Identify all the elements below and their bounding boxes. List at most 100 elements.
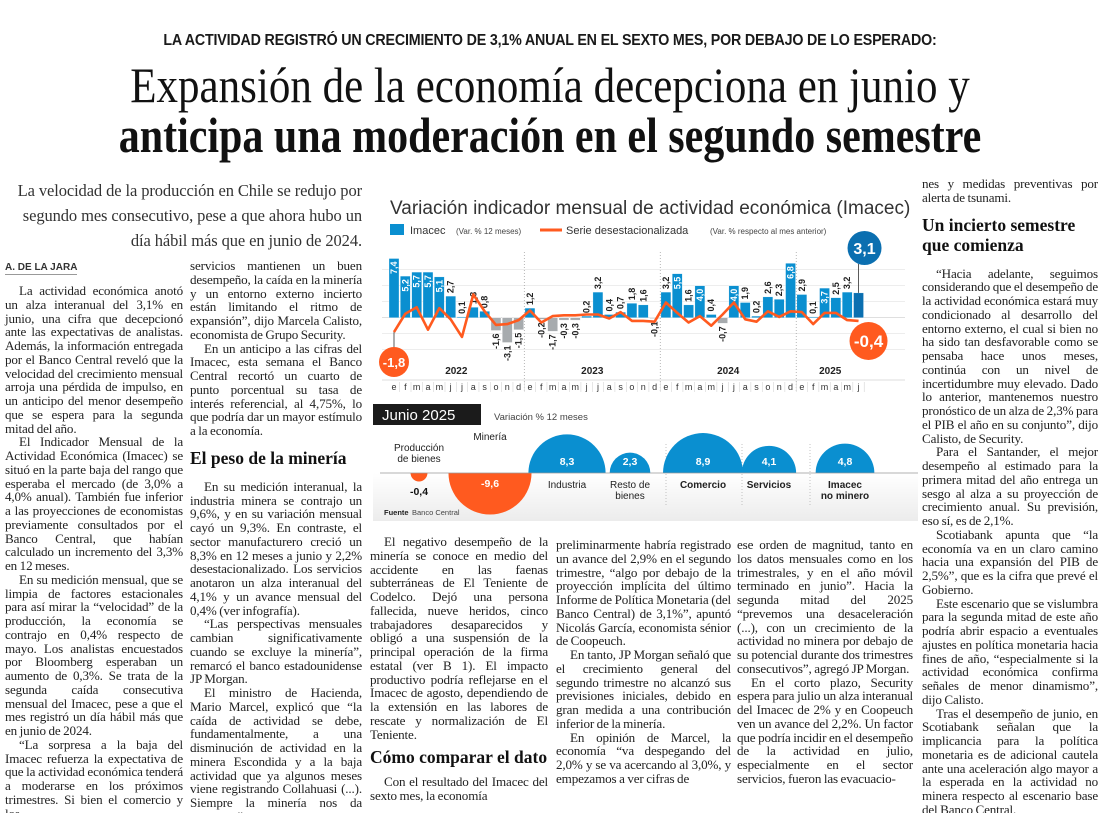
- paragraph: Scotiabank apunta que “la economía va en…: [922, 526, 1098, 597]
- paragraph: La actividad económica anotó un alza int…: [5, 283, 183, 436]
- paragraph: “Las perspectivas mensuales cambian sign…: [190, 616, 362, 687]
- year-label: 2025: [819, 366, 842, 377]
- bar-value-label: 0,4: [604, 299, 614, 312]
- month-label: d: [516, 382, 521, 392]
- column-5: ese orden de magnitud, tanto en los dato…: [737, 538, 913, 786]
- month-label: e: [663, 382, 668, 392]
- bar: [853, 292, 864, 318]
- bar-value-label: 5,1: [434, 280, 444, 293]
- month-label: f: [812, 382, 815, 392]
- month-label: a: [471, 382, 476, 392]
- paragraph: servicios mantienen un buen desempeño, l…: [190, 258, 362, 342]
- month-label: m: [549, 382, 557, 392]
- bar-value-label: 7,4: [389, 262, 399, 275]
- bar-value-label: 5,7: [412, 275, 422, 288]
- paragraph: En su medición interanual, la industria …: [190, 478, 362, 618]
- column-2: servicios mantienen un buen desempeño, l…: [190, 259, 362, 813]
- bar-value-label: 3,7: [820, 291, 830, 304]
- bar: [513, 317, 524, 330]
- paragraph: ese orden de magnitud, tanto en los dato…: [737, 537, 913, 676]
- bar-value-label: 2,7: [446, 281, 456, 294]
- bar: [411, 271, 422, 318]
- subheading: Cómo comparar el dato: [370, 747, 548, 768]
- month-label: s: [482, 382, 487, 392]
- bar: [400, 275, 411, 318]
- subheading: El peso de la minería: [190, 447, 347, 468]
- bar-value-label: 3,2: [661, 277, 671, 290]
- month-label: j: [732, 382, 735, 392]
- deck: La velocidad de la producción en Chile s…: [17, 181, 362, 250]
- bar-value-label: 3,2: [842, 277, 852, 290]
- year-label: 2024: [717, 366, 740, 377]
- legend-label-line: Serie desestacionalizada: [566, 225, 689, 237]
- bar: [456, 316, 468, 318]
- bar: [570, 317, 581, 321]
- month-label: a: [743, 382, 748, 392]
- month-label: n: [505, 382, 510, 392]
- month-label: s: [754, 382, 759, 392]
- bar: [796, 294, 808, 318]
- month-label: e: [527, 382, 532, 392]
- bar-value-label: 5,2: [400, 279, 410, 292]
- bar-value-label: 2,3: [774, 284, 784, 297]
- bubble: [815, 443, 875, 473]
- callout-first-line-value: -1,8: [383, 355, 405, 370]
- month-label: j: [460, 382, 463, 392]
- month-label: j: [857, 382, 860, 392]
- bar: [683, 304, 694, 318]
- bar-value-label: -1,7: [548, 334, 558, 350]
- bar: [626, 303, 638, 318]
- month-label: o: [629, 382, 634, 392]
- paragraph: Tras el desempeño de junio, en Scotiaban…: [922, 705, 1098, 813]
- bar-value-label: 0,7: [616, 297, 626, 310]
- bubble: [663, 433, 743, 473]
- month-label: j: [596, 382, 599, 392]
- bar-value-label: 0,4: [706, 299, 716, 312]
- bubble-category-label: Industria: [548, 480, 587, 491]
- bubble: [448, 473, 532, 515]
- bar-value-label: 4,0: [729, 289, 739, 302]
- month-label: f: [404, 382, 407, 392]
- bubble: [528, 434, 606, 473]
- paragraph: Con el resultado del Imacec del sexto me…: [370, 774, 548, 803]
- month-label: d: [788, 382, 793, 392]
- paragraph: Para el Santander, el mejor desempeño al…: [922, 444, 1098, 528]
- bar: [547, 317, 558, 332]
- column-1: La actividad económica anotó un alza int…: [5, 284, 183, 813]
- bar: [558, 317, 570, 321]
- bubble-category-label: Resto de: [610, 480, 650, 491]
- bar-value-label: 2,5: [831, 282, 841, 295]
- bubble-category-label: bienes: [615, 491, 644, 502]
- paragraph: El negativo desempeño de la minería se c…: [370, 534, 548, 742]
- headline-line-2: anticipa una moderación en el segundo se…: [118, 107, 982, 163]
- callout-last-bar-bubble: [847, 231, 882, 265]
- callout-last-line-value: -0,4: [854, 332, 884, 351]
- bar-value-label: 4,0: [695, 289, 705, 302]
- paragraph: nes y medidas preventivas por alerta de …: [922, 176, 1098, 205]
- headline-line-1: Expansión de la economía decepciona en j…: [130, 57, 970, 113]
- month-label: a: [833, 382, 838, 392]
- year-label: 2023: [581, 366, 604, 377]
- column-3: El negativo desempeño de la minería se c…: [370, 535, 548, 803]
- bar-value-label: 5,5: [672, 277, 682, 290]
- bar: [388, 258, 400, 318]
- legend-label-imacec: Imacec: [410, 225, 446, 237]
- month-label: f: [676, 382, 679, 392]
- bar-value-label: 6,8: [786, 266, 796, 279]
- bar-value-label: 0,2: [752, 301, 762, 314]
- callout-first-line-bubble: [379, 347, 409, 377]
- bubble: [741, 445, 797, 473]
- bubble-category-label: Minería: [473, 432, 507, 443]
- paragraph: En el corto plazo, Security espera para …: [737, 674, 914, 786]
- bar: [808, 316, 819, 318]
- bar: [422, 271, 434, 318]
- month-label: a: [561, 382, 566, 392]
- month-label: n: [777, 382, 782, 392]
- bar: [785, 263, 796, 318]
- month-label: a: [425, 382, 430, 392]
- bar: [842, 291, 853, 318]
- month-label: j: [449, 382, 452, 392]
- kicker: LA ACTIVIDAD REGISTRÓ UN CRECIMIENTO DE …: [163, 32, 937, 49]
- bar-value-label: 2,6: [763, 281, 773, 294]
